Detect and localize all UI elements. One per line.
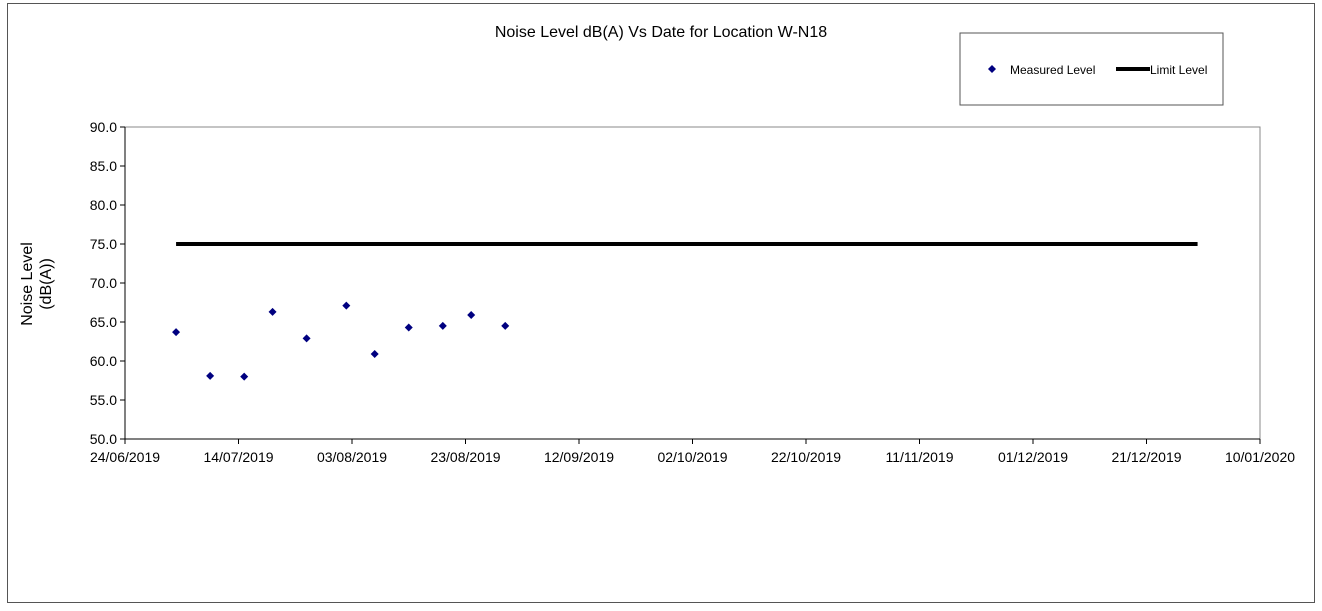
measured-level-point xyxy=(404,323,413,332)
x-tick-label: 03/08/2019 xyxy=(317,449,387,465)
measured-level-point xyxy=(438,321,447,330)
legend-label-limit: Limit Level xyxy=(1150,63,1207,77)
legend-label-measured: Measured Level xyxy=(1010,63,1095,77)
y-tick-label: 85.0 xyxy=(90,158,117,174)
measured-level-point xyxy=(302,334,311,343)
measured-level-point xyxy=(370,349,379,358)
measured-level-point xyxy=(501,321,510,330)
plot-area xyxy=(124,126,1261,440)
x-tick-label: 02/10/2019 xyxy=(657,449,727,465)
y-tick-label: 70.0 xyxy=(90,275,117,291)
x-tick-label: 21/12/2019 xyxy=(1111,449,1181,465)
y-tick-label: 60.0 xyxy=(90,353,117,369)
x-tick-label: 12/09/2019 xyxy=(544,449,614,465)
y-axis-label-line1: Noise Level xyxy=(19,242,36,326)
x-tick-label: 14/07/2019 xyxy=(203,449,273,465)
x-tick-label: 01/12/2019 xyxy=(998,449,1068,465)
chart-frame xyxy=(7,3,1315,603)
x-tick-label: 22/10/2019 xyxy=(771,449,841,465)
measured-level-point xyxy=(206,371,215,380)
y-axis-label-line2: (dB(A)) xyxy=(38,258,55,310)
legend-box xyxy=(959,32,1224,106)
measured-level-point xyxy=(240,372,249,381)
x-tick-label: 24/06/2019 xyxy=(90,449,160,465)
measured-level-point xyxy=(342,301,351,310)
measured-level-point xyxy=(172,328,181,337)
chart-title: Noise Level dB(A) Vs Date for Location W… xyxy=(495,24,827,41)
y-tick-label: 75.0 xyxy=(90,236,117,252)
measured-level-point xyxy=(268,307,277,316)
y-tick-label: 65.0 xyxy=(90,314,117,330)
y-tick-label: 50.0 xyxy=(90,431,117,447)
legend-marker-diamond-icon xyxy=(988,65,996,73)
measured-level-point xyxy=(467,310,476,319)
legend: Measured Level Limit Level xyxy=(959,32,1224,106)
y-tick-label: 55.0 xyxy=(90,392,117,408)
x-tick-label: 23/08/2019 xyxy=(430,449,500,465)
x-tick-label: 10/01/2020 xyxy=(1225,449,1295,465)
y-tick-label: 90.0 xyxy=(90,119,117,135)
y-tick-label: 80.0 xyxy=(90,197,117,213)
x-tick-label: 11/11/2019 xyxy=(886,449,954,465)
